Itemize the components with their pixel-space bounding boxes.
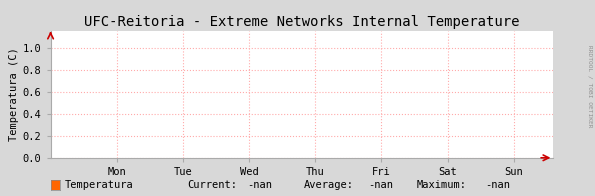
Text: Maximum:: Maximum: xyxy=(416,180,466,190)
Text: RRDTOOL / TOBI OETIKER: RRDTOOL / TOBI OETIKER xyxy=(588,45,593,127)
Text: -nan: -nan xyxy=(368,180,393,190)
Y-axis label: Temperatura (C): Temperatura (C) xyxy=(9,48,18,142)
Text: Temperatura: Temperatura xyxy=(64,180,133,190)
Text: -nan: -nan xyxy=(247,180,272,190)
Text: -nan: -nan xyxy=(485,180,510,190)
Text: Current:: Current: xyxy=(187,180,237,190)
Title: UFC-Reitoria - Extreme Networks Internal Temperature: UFC-Reitoria - Extreme Networks Internal… xyxy=(84,15,519,29)
Text: Average:: Average: xyxy=(303,180,353,190)
